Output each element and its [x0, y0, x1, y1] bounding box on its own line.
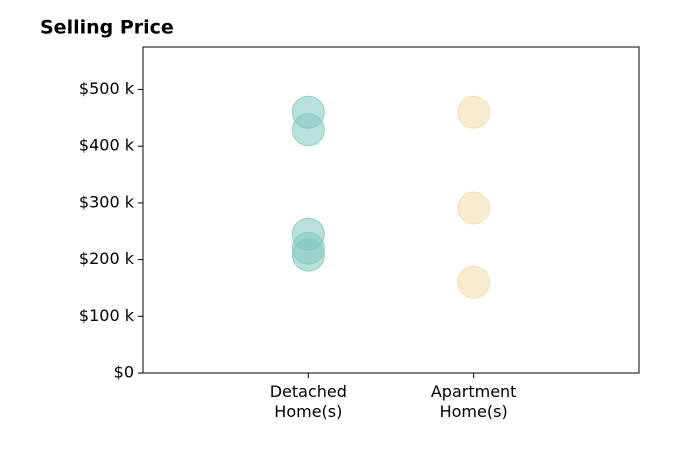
chart-title: Selling Price: [40, 17, 174, 39]
point: [291, 113, 325, 147]
x-tick-label: Detached Home(s): [269, 382, 347, 421]
y-tick-label: $400 k: [79, 136, 135, 155]
y-tick-label: $0: [114, 363, 134, 382]
y-tick-label: $100 k: [79, 306, 135, 325]
point: [457, 95, 491, 129]
point: [457, 191, 491, 225]
y-tick-label: $200 k: [79, 249, 135, 268]
y-tick-label: $300 k: [79, 192, 135, 211]
plot-frame: [142, 46, 640, 374]
point: [457, 265, 491, 299]
point: [291, 238, 325, 272]
y-tick-label: $500 k: [79, 79, 135, 98]
x-tick-label: Apartment Home(s): [430, 382, 517, 421]
